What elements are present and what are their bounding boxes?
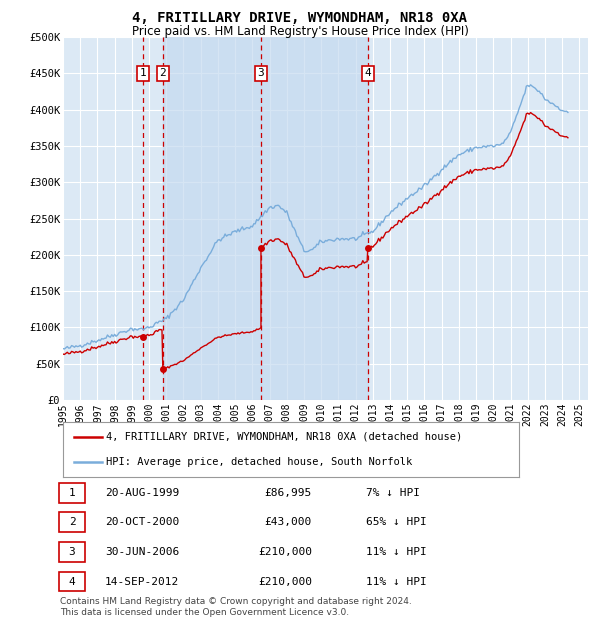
Text: 3: 3: [257, 68, 265, 79]
Text: 30-JUN-2006: 30-JUN-2006: [105, 547, 179, 557]
Text: 2: 2: [68, 517, 76, 527]
Text: £43,000: £43,000: [265, 517, 312, 527]
Text: 1: 1: [68, 488, 76, 498]
Text: Price paid vs. HM Land Registry's House Price Index (HPI): Price paid vs. HM Land Registry's House …: [131, 25, 469, 38]
Text: 3: 3: [68, 547, 76, 557]
Text: 2: 2: [160, 68, 166, 79]
Text: 14-SEP-2012: 14-SEP-2012: [105, 577, 179, 587]
Text: 20-AUG-1999: 20-AUG-1999: [105, 488, 179, 498]
Text: £210,000: £210,000: [258, 577, 312, 587]
Text: 20-OCT-2000: 20-OCT-2000: [105, 517, 179, 527]
Text: This data is licensed under the Open Government Licence v3.0.: This data is licensed under the Open Gov…: [60, 608, 349, 617]
Bar: [261, 37, 368, 400]
Bar: [163, 37, 261, 400]
Text: HPI: Average price, detached house, South Norfolk: HPI: Average price, detached house, Sout…: [106, 458, 413, 467]
Text: 11% ↓ HPI: 11% ↓ HPI: [366, 547, 427, 557]
Text: £86,995: £86,995: [265, 488, 312, 498]
Text: 4, FRITILLARY DRIVE, WYMONDHAM, NR18 0XA: 4, FRITILLARY DRIVE, WYMONDHAM, NR18 0XA: [133, 11, 467, 25]
Text: Contains HM Land Registry data © Crown copyright and database right 2024.: Contains HM Land Registry data © Crown c…: [60, 597, 412, 606]
Text: 65% ↓ HPI: 65% ↓ HPI: [366, 517, 427, 527]
Text: £210,000: £210,000: [258, 547, 312, 557]
Text: 4: 4: [364, 68, 371, 79]
Text: 4, FRITILLARY DRIVE, WYMONDHAM, NR18 0XA (detached house): 4, FRITILLARY DRIVE, WYMONDHAM, NR18 0XA…: [106, 432, 463, 441]
Text: 1: 1: [139, 68, 146, 79]
Text: 11% ↓ HPI: 11% ↓ HPI: [366, 577, 427, 587]
Text: 4: 4: [68, 577, 76, 587]
Text: 7% ↓ HPI: 7% ↓ HPI: [366, 488, 420, 498]
